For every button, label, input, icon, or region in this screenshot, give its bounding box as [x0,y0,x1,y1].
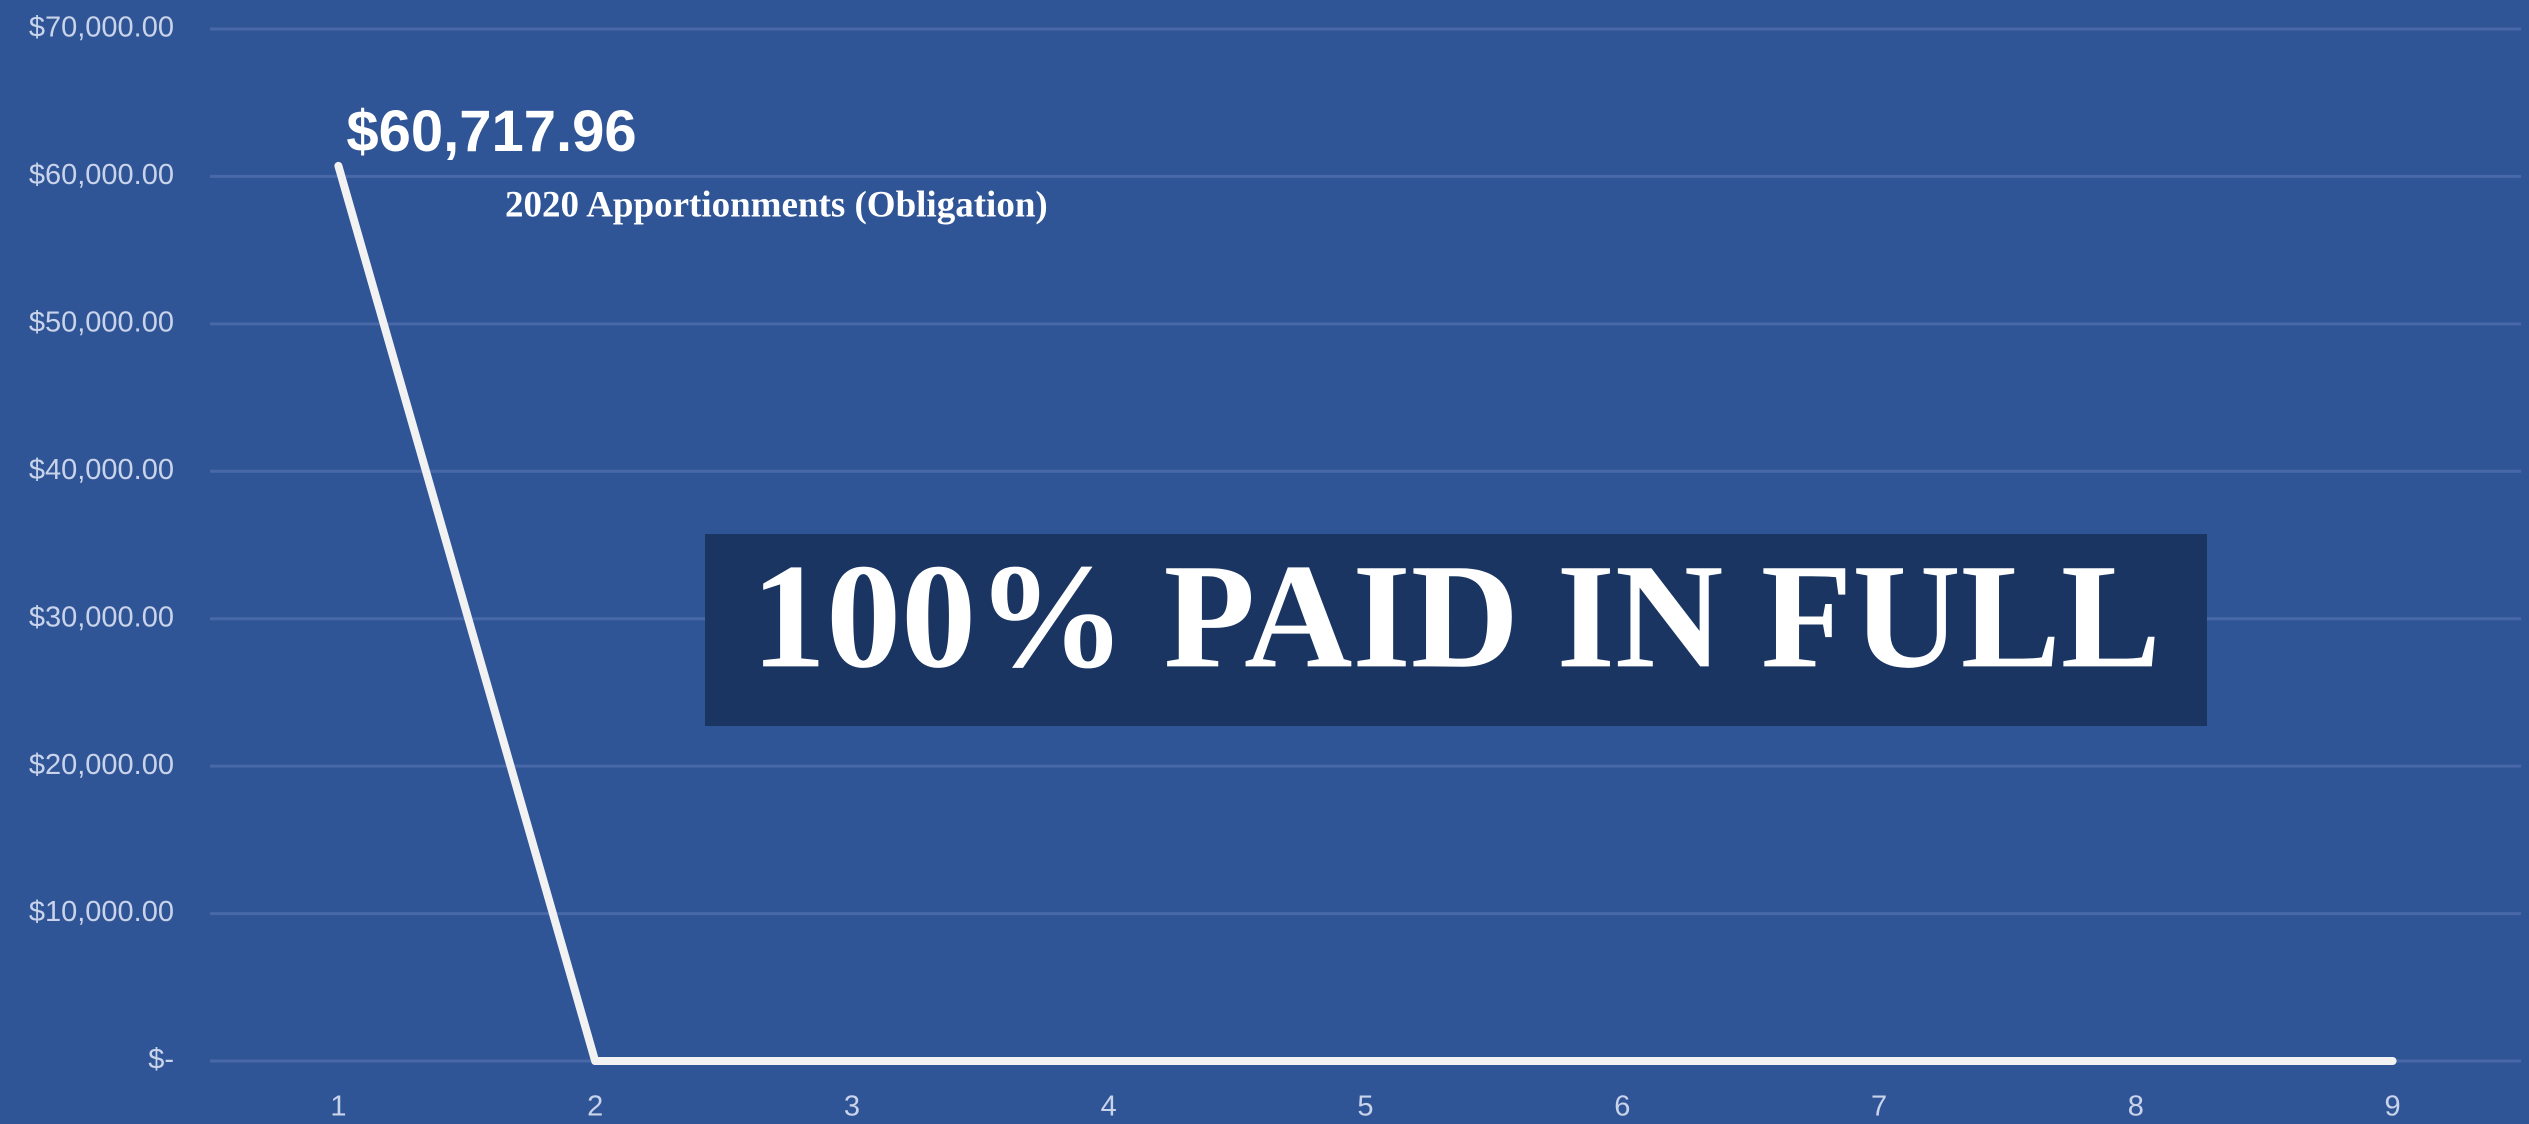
annotation: 2020 Apportionments (Obligation) [505,184,1048,225]
y-tick-label: $40,000.00 [29,454,174,486]
grid: $- $10,000.00 $20,000.00 $30,000.00 $40,000.… [29,12,2521,1123]
x-tick-label: 3 [844,1091,860,1123]
x-tick-label: 9 [2385,1091,2401,1123]
x-tick-label: 2 [587,1091,603,1123]
y-tick-label: $60,000.00 [29,159,174,191]
plot: $60,717.96 [334,99,2397,1065]
y-tick-label: $10,000.00 [29,896,174,928]
data-label: $60,717.96 [346,99,636,164]
y-tick-label: $70,000.00 [29,12,174,44]
x-tick-label: 4 [1101,1091,1117,1123]
annotation: 100% PAID IN FULL [751,533,2161,699]
x-tick-label: 6 [1614,1091,1630,1123]
y-tick-label: $- [148,1044,174,1076]
y-tick-label: $20,000.00 [29,749,174,781]
annotation-box [705,534,2207,726]
line [334,161,2397,1065]
x-tick-label: 1 [330,1091,346,1123]
y-tick-label: $50,000.00 [29,307,174,339]
y-tick-label: $30,000.00 [29,601,174,633]
x-tick-label: 5 [1357,1091,1373,1123]
x-tick-label: 7 [1871,1091,1887,1123]
x-tick-label: 8 [2128,1091,2144,1123]
